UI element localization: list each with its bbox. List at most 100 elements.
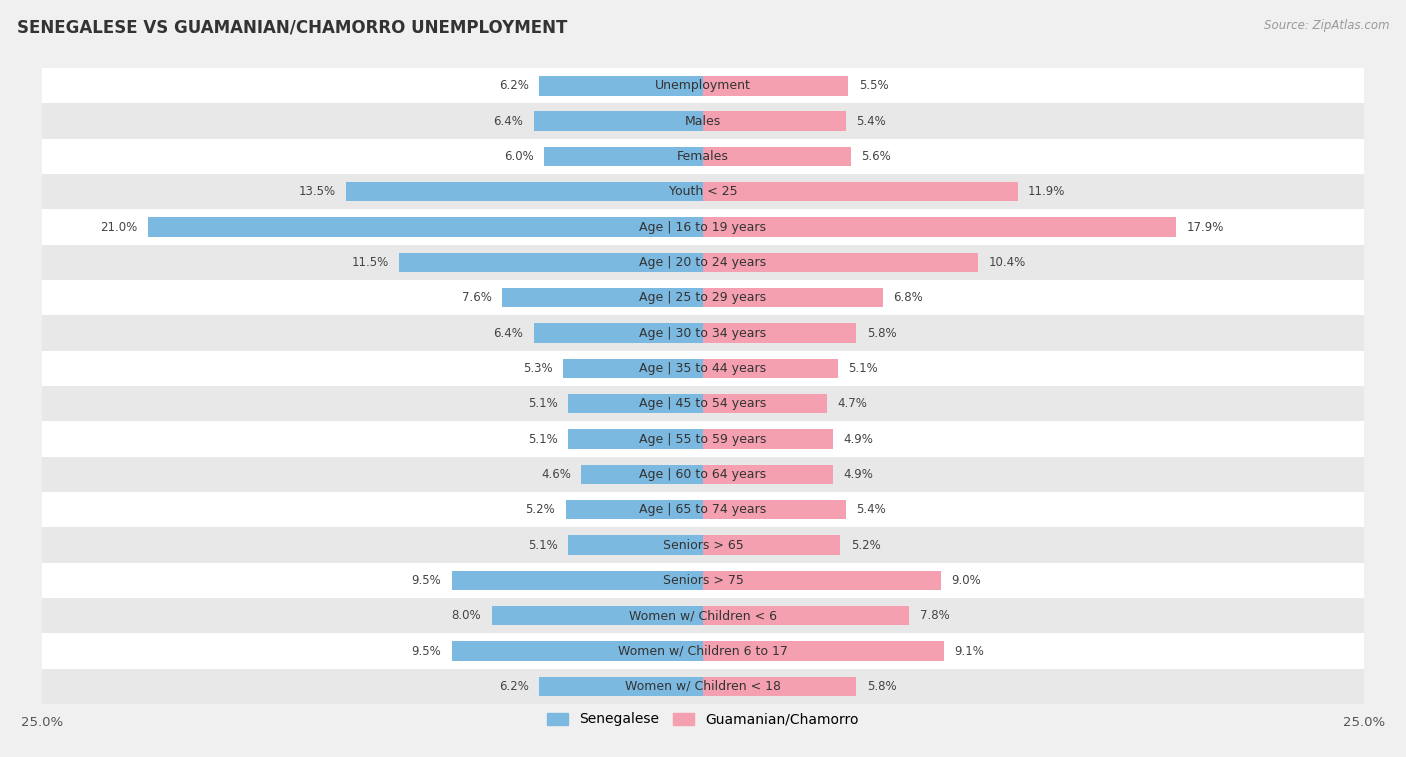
Bar: [703, 217, 1177, 237]
Text: 5.1%: 5.1%: [527, 397, 558, 410]
Bar: [42, 456, 1364, 492]
Bar: [451, 571, 703, 590]
Bar: [703, 677, 856, 696]
Text: 9.0%: 9.0%: [952, 574, 981, 587]
Text: 6.8%: 6.8%: [893, 291, 924, 304]
Text: Males: Males: [685, 114, 721, 128]
Text: 21.0%: 21.0%: [100, 220, 138, 234]
Text: 4.9%: 4.9%: [844, 468, 873, 481]
Text: 11.5%: 11.5%: [352, 256, 388, 269]
Text: 10.4%: 10.4%: [988, 256, 1026, 269]
Text: Age | 30 to 34 years: Age | 30 to 34 years: [640, 326, 766, 340]
Bar: [703, 606, 910, 625]
Text: Women w/ Children < 18: Women w/ Children < 18: [626, 680, 780, 693]
Bar: [42, 528, 1364, 562]
Text: Seniors > 75: Seniors > 75: [662, 574, 744, 587]
Bar: [42, 350, 1364, 386]
Text: 9.5%: 9.5%: [412, 574, 441, 587]
Text: 13.5%: 13.5%: [298, 185, 336, 198]
Bar: [42, 245, 1364, 280]
Bar: [534, 111, 703, 131]
Bar: [703, 394, 827, 413]
Text: 6.4%: 6.4%: [494, 326, 523, 340]
Text: 5.1%: 5.1%: [527, 538, 558, 552]
Text: 6.2%: 6.2%: [499, 680, 529, 693]
Text: 7.8%: 7.8%: [920, 609, 949, 622]
Text: 9.1%: 9.1%: [955, 644, 984, 658]
Bar: [703, 571, 941, 590]
Text: Age | 65 to 74 years: Age | 65 to 74 years: [640, 503, 766, 516]
Text: 4.7%: 4.7%: [838, 397, 868, 410]
Text: 17.9%: 17.9%: [1187, 220, 1225, 234]
Text: Age | 16 to 19 years: Age | 16 to 19 years: [640, 220, 766, 234]
Text: 6.0%: 6.0%: [505, 150, 534, 163]
Text: 8.0%: 8.0%: [451, 609, 481, 622]
Text: 6.2%: 6.2%: [499, 79, 529, 92]
Bar: [42, 634, 1364, 668]
Text: 5.1%: 5.1%: [848, 362, 879, 375]
Text: Females: Females: [678, 150, 728, 163]
Bar: [562, 359, 703, 378]
Text: Age | 20 to 24 years: Age | 20 to 24 years: [640, 256, 766, 269]
Bar: [42, 492, 1364, 528]
Text: 7.6%: 7.6%: [461, 291, 492, 304]
Bar: [703, 323, 856, 343]
Bar: [703, 535, 841, 555]
Text: Age | 35 to 44 years: Age | 35 to 44 years: [640, 362, 766, 375]
Text: SENEGALESE VS GUAMANIAN/CHAMORRO UNEMPLOYMENT: SENEGALESE VS GUAMANIAN/CHAMORRO UNEMPLO…: [17, 19, 567, 37]
Text: 11.9%: 11.9%: [1028, 185, 1066, 198]
Bar: [42, 104, 1364, 139]
Bar: [492, 606, 703, 625]
Bar: [703, 253, 979, 273]
Text: 5.1%: 5.1%: [527, 432, 558, 446]
Bar: [703, 429, 832, 449]
Text: 5.2%: 5.2%: [526, 503, 555, 516]
Bar: [568, 429, 703, 449]
Bar: [42, 562, 1364, 598]
Bar: [399, 253, 703, 273]
Bar: [451, 641, 703, 661]
Text: 6.4%: 6.4%: [494, 114, 523, 128]
Bar: [703, 500, 846, 519]
Text: Source: ZipAtlas.com: Source: ZipAtlas.com: [1264, 19, 1389, 32]
Text: 5.8%: 5.8%: [868, 680, 897, 693]
Bar: [582, 465, 703, 484]
Text: 9.5%: 9.5%: [412, 644, 441, 658]
Text: Seniors > 65: Seniors > 65: [662, 538, 744, 552]
Text: 5.4%: 5.4%: [856, 114, 886, 128]
Bar: [703, 465, 832, 484]
Bar: [703, 111, 846, 131]
Bar: [42, 668, 1364, 704]
Text: Age | 60 to 64 years: Age | 60 to 64 years: [640, 468, 766, 481]
Bar: [568, 535, 703, 555]
Bar: [703, 76, 848, 95]
Bar: [148, 217, 703, 237]
Legend: Senegalese, Guamanian/Chamorro: Senegalese, Guamanian/Chamorro: [541, 707, 865, 732]
Bar: [42, 316, 1364, 350]
Text: Unemployment: Unemployment: [655, 79, 751, 92]
Bar: [42, 598, 1364, 634]
Text: Women w/ Children < 6: Women w/ Children < 6: [628, 609, 778, 622]
Bar: [703, 182, 1018, 201]
Text: Age | 55 to 59 years: Age | 55 to 59 years: [640, 432, 766, 446]
Text: Women w/ Children 6 to 17: Women w/ Children 6 to 17: [619, 644, 787, 658]
Bar: [544, 147, 703, 167]
Text: 5.6%: 5.6%: [862, 150, 891, 163]
Bar: [42, 422, 1364, 456]
Bar: [534, 323, 703, 343]
Bar: [42, 68, 1364, 104]
Text: Age | 45 to 54 years: Age | 45 to 54 years: [640, 397, 766, 410]
Bar: [565, 500, 703, 519]
Text: 5.8%: 5.8%: [868, 326, 897, 340]
Text: 5.2%: 5.2%: [851, 538, 880, 552]
Bar: [42, 280, 1364, 316]
Text: Youth < 25: Youth < 25: [669, 185, 737, 198]
Text: 5.4%: 5.4%: [856, 503, 886, 516]
Bar: [703, 359, 838, 378]
Bar: [703, 641, 943, 661]
Bar: [502, 288, 703, 307]
Bar: [538, 76, 703, 95]
Bar: [346, 182, 703, 201]
Text: Age | 25 to 29 years: Age | 25 to 29 years: [640, 291, 766, 304]
Bar: [42, 386, 1364, 422]
